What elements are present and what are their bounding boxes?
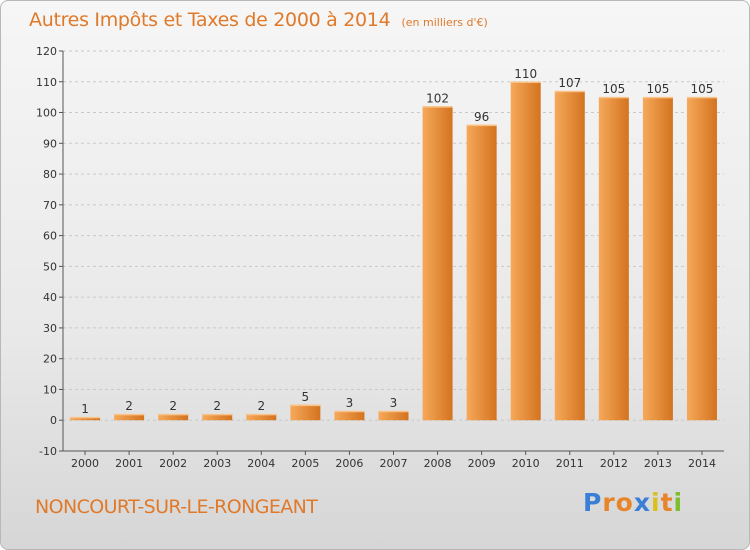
bar [510,81,541,421]
x-tick-label: 2004 [247,457,275,470]
x-tick-label: 2013 [644,457,672,470]
x-tick-label: 2011 [556,457,584,470]
logo-letter: i [673,488,684,517]
bar [378,411,409,421]
y-tick-label: 110 [36,76,57,89]
bar [642,97,673,421]
y-tick-label: 30 [43,322,57,335]
bar [422,106,453,421]
bar [246,414,277,421]
logo-letter: x [633,488,651,517]
bar [334,411,365,421]
commune-name: NONCOURT-SUR-LE-RONGEANT [35,496,318,518]
bar-value-label: 2 [257,399,265,413]
y-tick-label: 70 [43,199,57,212]
proxiti-logo: Proxiti [583,488,683,517]
y-tick-label: 120 [36,45,57,58]
y-tick-label: 60 [43,230,57,243]
bar [466,124,497,421]
logo-letter: o [615,488,634,517]
bar-value-label: 110 [514,67,537,81]
x-tick-label: 2008 [424,457,452,470]
logo-letter: r [602,488,616,517]
y-tick-label: 0 [50,414,57,427]
chart-unit-note: (en milliers d'€) [401,16,488,29]
x-tick-label: 2012 [600,457,628,470]
y-tick-label: 20 [43,353,57,366]
bars [70,81,717,421]
bar-value-label: 2 [169,399,177,413]
y-tick-label: 50 [43,260,57,273]
chart-title-row: Autres Impôts et Taxes de 2000 à 2014 (e… [29,9,488,31]
bar-value-label: 2 [213,399,221,413]
bar [114,414,145,421]
bar-value-label: 102 [426,91,449,105]
y-tick-label: 10 [43,383,57,396]
labels: 1 2000 2 2001 2 2002 2 2003 2 2004 5 2005 3 2006 3 2007… [71,67,716,470]
bar-value-label: 2 [125,399,133,413]
bar-value-label: 107 [558,76,581,90]
y-tick-label: 90 [43,137,57,150]
chart-title: Autres Impôts et Taxes de 2000 à 2014 [29,9,391,31]
bar [158,414,189,421]
x-tick-label: 2007 [380,457,408,470]
x-tick-label: 2003 [203,457,231,470]
x-tick-label: 2002 [159,457,187,470]
x-tick-label: 2006 [335,457,363,470]
x-tick-label: 2001 [115,457,143,470]
bar-value-label: 105 [602,82,625,96]
bar [202,414,233,421]
logo-letter: P [583,488,603,517]
x-tick-label: 2000 [71,457,99,470]
bar [70,417,101,421]
bar [554,91,585,421]
y-tick-label: -10 [39,445,57,458]
bar-value-label: 105 [691,82,714,96]
bar-value-label: 3 [390,396,398,410]
bar [686,97,717,421]
y-tick-label: 40 [43,291,57,304]
x-tick-label: 2005 [291,457,319,470]
bar-value-label: 1 [81,402,89,416]
bar-value-label: 105 [646,82,669,96]
bar-value-label: 5 [302,390,310,404]
bar-value-label: 3 [346,396,354,410]
logo-letter: i [651,488,661,517]
x-tick-label: 2014 [688,457,716,470]
bar [598,97,629,421]
axes: -10 0 10 20 30 40 50 60 70 80 90 100 110 120 [36,45,724,458]
y-tick-label: 100 [36,107,57,120]
logo-letter: t [660,488,674,517]
x-tick-label: 2009 [468,457,496,470]
x-tick-label: 2010 [512,457,540,470]
bar-value-label: 96 [474,110,489,124]
y-tick-label: 80 [43,168,57,181]
bar [290,404,321,421]
